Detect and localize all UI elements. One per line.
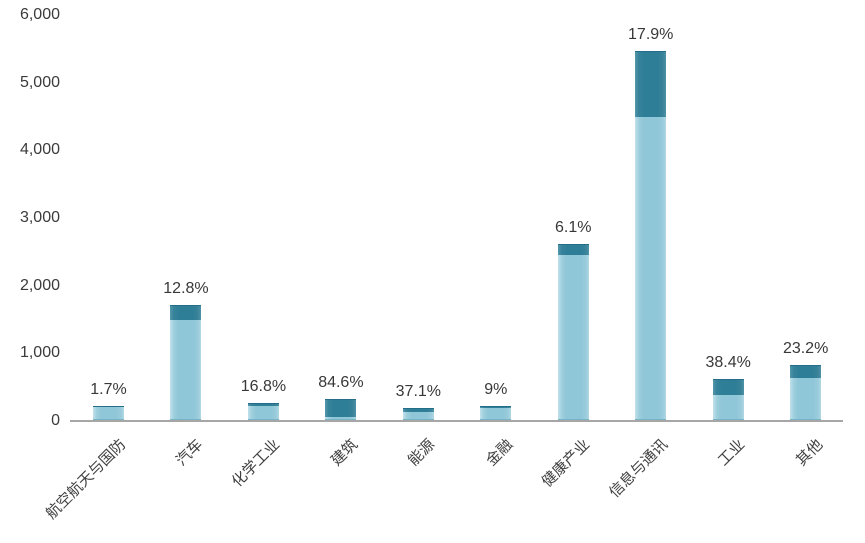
- bar-segment-light: [790, 377, 822, 420]
- y-axis-tick-label: 1,000: [19, 344, 60, 362]
- bar-segment-dark: [790, 365, 822, 378]
- bar-percent-label: 37.1%: [395, 382, 442, 400]
- bar-percent-label: 16.8%: [240, 378, 287, 396]
- bar-group: [325, 399, 357, 420]
- bar-segment-light: [325, 416, 357, 420]
- y-axis-tick-label: 4,000: [19, 141, 60, 159]
- y-axis-tick-label: 2,000: [19, 276, 60, 294]
- bar-group: [93, 406, 124, 420]
- bar-percent-label: 12.8%: [163, 279, 209, 297]
- bar-percent-label: 17.9%: [628, 26, 674, 44]
- bar-segment-dark: [480, 406, 512, 408]
- y-axis-tick-label: 6,000: [19, 6, 60, 23]
- bar-percent-label: 23.2%: [782, 340, 829, 358]
- bar-percent-label: 9%: [484, 381, 508, 399]
- bar-segment-dark: [402, 407, 434, 413]
- bar-group: [170, 304, 202, 420]
- bar-segment-light: [557, 254, 589, 420]
- bar-group: [635, 51, 667, 420]
- bar-segment-dark: [557, 244, 589, 255]
- y-axis-tick-label: 0: [51, 412, 60, 429]
- bar-segment-dark: [247, 403, 279, 406]
- bar-group: [402, 407, 434, 420]
- bar-segment-dark: [170, 304, 202, 320]
- bar-group: [790, 365, 822, 420]
- x-axis-line: [70, 420, 843, 422]
- y-axis-tick-label: 5,000: [19, 73, 60, 91]
- bar-segment-dark: [93, 406, 124, 408]
- bar-segment-dark: [325, 399, 357, 417]
- bar-group: [480, 406, 512, 420]
- bar-segment-light: [712, 394, 744, 420]
- bar-segment-light: [402, 412, 434, 420]
- bar-segment-light: [247, 405, 279, 420]
- bar-segment-dark: [712, 379, 744, 395]
- bar-segment-light: [170, 319, 202, 420]
- bar-percent-label: 6.1%: [555, 219, 592, 237]
- bar-segment-dark: [635, 51, 667, 118]
- bar-group: [247, 403, 279, 420]
- bar-percent-label: 1.7%: [90, 381, 127, 399]
- y-axis-tick-label: 3,000: [19, 209, 60, 226]
- bar-segment-light: [93, 407, 124, 420]
- bar-group: [712, 379, 744, 420]
- bar-percent-label: 38.4%: [705, 354, 751, 372]
- bar-group: [557, 244, 589, 420]
- bar-segment-light: [635, 117, 667, 420]
- bar-segment-light: [480, 407, 512, 420]
- bar-percent-label: 84.6%: [318, 374, 364, 392]
